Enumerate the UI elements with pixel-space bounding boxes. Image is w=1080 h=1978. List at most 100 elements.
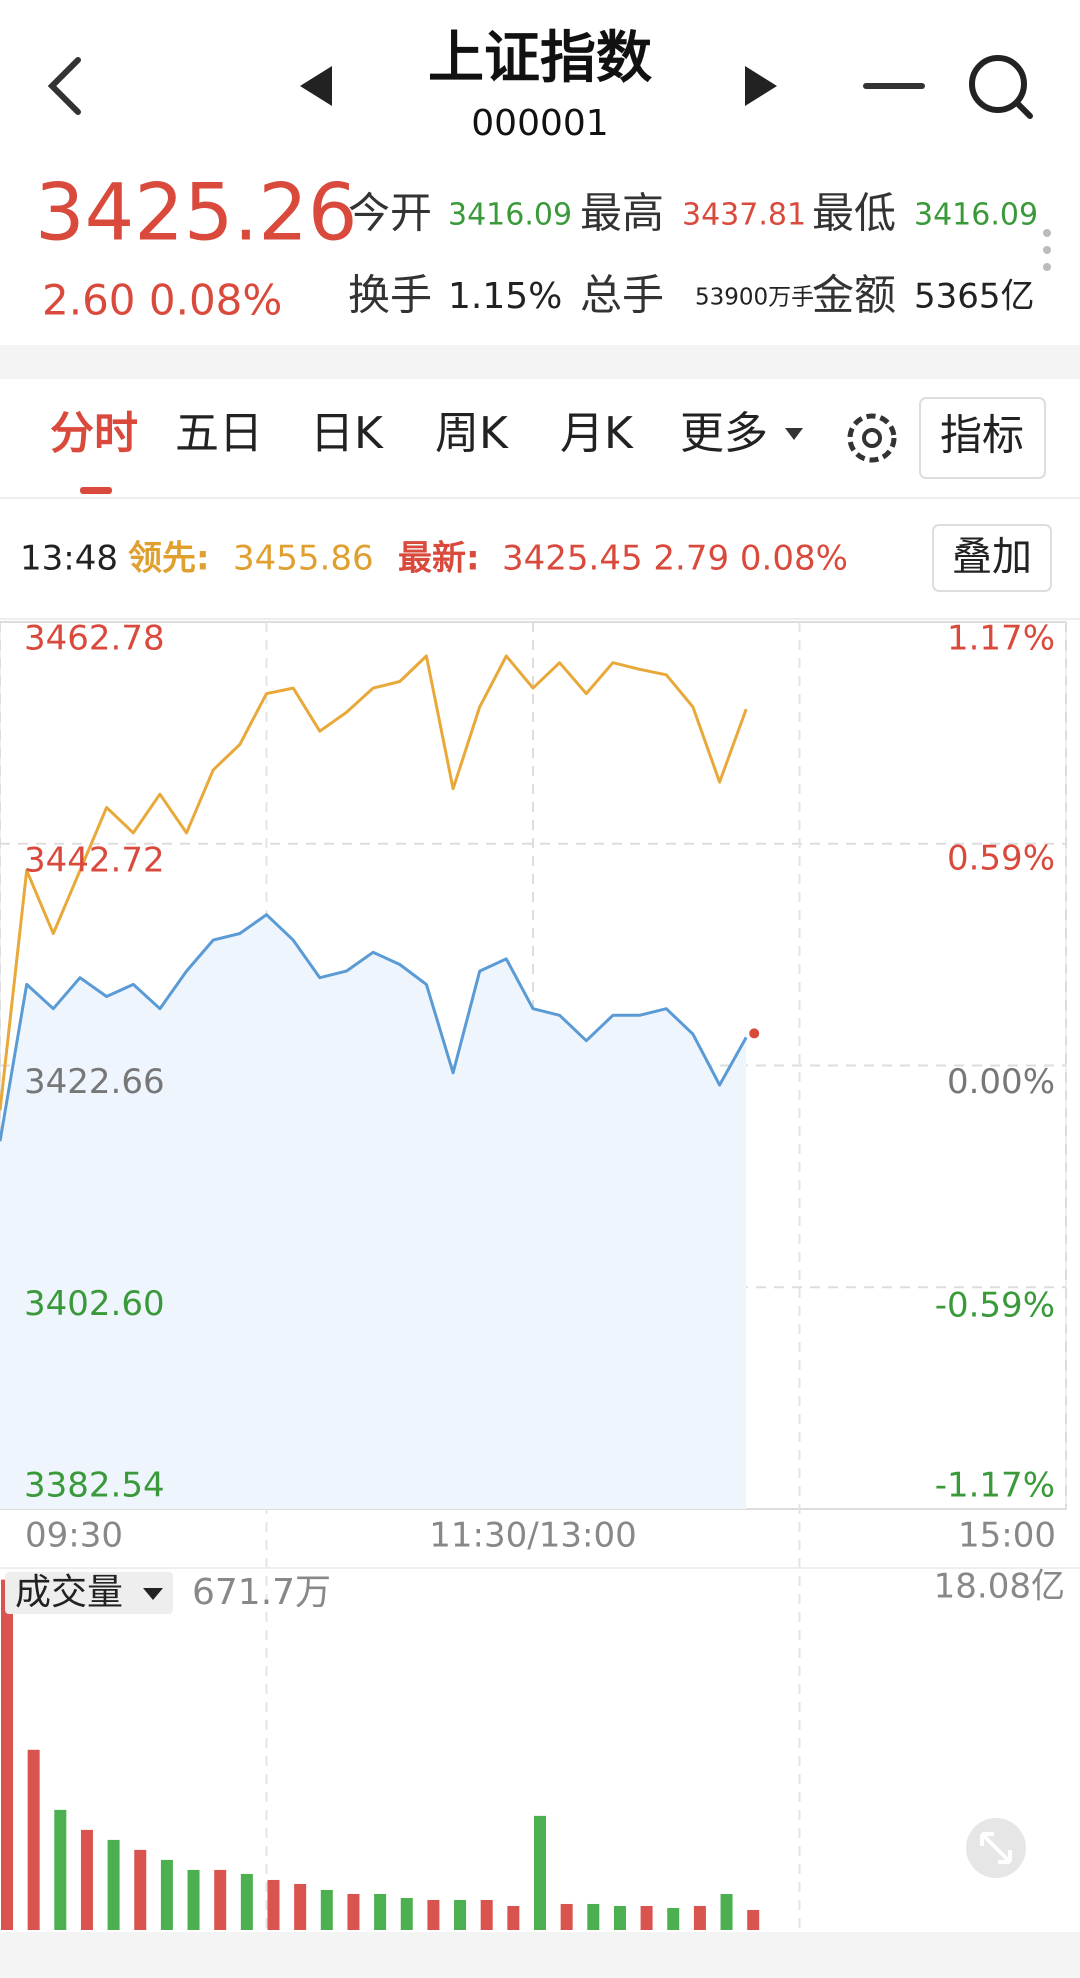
gear (862, 428, 882, 448)
more-button[interactable] (1043, 229, 1051, 271)
volume-title: 成交量 (15, 1572, 123, 1613)
volume-bar (214, 1869, 227, 1930)
volume-current: 671.7万 (192, 1572, 331, 1613)
stat-value: 3437.81 (682, 198, 806, 233)
stat-value: 3416.09 (448, 198, 572, 233)
next-button[interactable] (745, 66, 777, 106)
stat-label: 金额 (812, 271, 896, 320)
volume-bar (454, 1899, 467, 1930)
volume-bar (54, 1809, 67, 1930)
dot (1043, 229, 1051, 237)
volume-bar (27, 1749, 40, 1930)
line (0, 654, 748, 1111)
volume-bar (480, 1899, 493, 1930)
y2-tick-label: -0.59% (935, 1286, 1055, 1326)
last-point (749, 1028, 760, 1039)
settings-button[interactable] (847, 413, 897, 463)
volume-bar (1, 1579, 13, 1930)
area (0, 914, 747, 1509)
code: 000001 (471, 103, 608, 144)
volume-bar (560, 1903, 573, 1930)
search-button[interactable] (969, 55, 1033, 119)
dot (1043, 263, 1051, 271)
x-tick-label: 09:30 (25, 1516, 123, 1556)
stat-label: 总手 (580, 271, 664, 320)
volume-bar (160, 1859, 173, 1930)
stat-label: 今开 (348, 189, 432, 238)
volume-bar (667, 1907, 680, 1930)
y-tick-label: 3442.72 (24, 840, 165, 880)
stat-label: 换手 (348, 271, 432, 320)
prev-button[interactable] (300, 66, 332, 106)
volume-bar (374, 1893, 387, 1930)
stat-label: 最低 (812, 189, 896, 238)
y2-tick-label: 1.17% (947, 619, 1055, 659)
lead-label: 领先: (128, 539, 210, 579)
expand-icon (980, 1832, 1012, 1864)
volume-bar (294, 1883, 307, 1930)
x-tick-label: 11:30/13:00 (429, 1516, 636, 1556)
back-button[interactable] (47, 57, 81, 115)
search-icon (1014, 100, 1033, 119)
y-tick-label: 3422.66 (24, 1062, 165, 1102)
volume-bar (747, 1909, 760, 1930)
lead-value: 3455.86 (233, 539, 374, 579)
title: 上证指数 (428, 26, 652, 91)
price-change: 2.60 0.08% (42, 276, 282, 325)
tab[interactable]: 五日 (175, 408, 263, 459)
x-tick-label: 15:00 (958, 1516, 1056, 1556)
stat-value: 5365亿 (914, 277, 1035, 317)
info-time: 13:48 (20, 539, 118, 579)
volume-bar (320, 1889, 333, 1930)
y-tick-label: 3402.60 (24, 1284, 165, 1324)
volume-bar (587, 1903, 600, 1930)
y-tick-label: 18.08亿 (934, 1567, 1065, 1607)
indicator-label: 指标 (940, 411, 1024, 460)
search-icon (969, 55, 1027, 113)
volume-bar (80, 1829, 93, 1930)
volume-selector[interactable] (5, 1572, 173, 1614)
tab[interactable]: 分时 (50, 408, 138, 459)
volume-bar (534, 1815, 546, 1930)
volume-bar (267, 1879, 280, 1930)
volume-bar (107, 1839, 120, 1930)
overlay-button[interactable] (932, 524, 1052, 592)
overlay-label: 叠加 (952, 534, 1032, 580)
gear (847, 413, 897, 463)
volume-bar (427, 1899, 440, 1930)
volume-bar (640, 1905, 653, 1930)
tab[interactable]: 更多 (680, 408, 768, 459)
latest-label: 最新: (398, 539, 480, 579)
volume-bar (347, 1893, 360, 1930)
volume-bar (400, 1897, 413, 1930)
stat-value: 3416.09 (914, 198, 1038, 233)
latest-value: 3425.45 2.79 0.08% (502, 539, 848, 579)
tab[interactable]: 周K (435, 408, 509, 459)
volume-bar (720, 1893, 733, 1930)
y-tick-label: 3382.54 (24, 1466, 165, 1506)
volume-bar (240, 1873, 253, 1930)
tab[interactable]: 月K (560, 408, 634, 459)
volume-bar (613, 1905, 626, 1930)
price: 3425.26 (35, 168, 358, 258)
footer (0, 1932, 1080, 1978)
expand-button[interactable] (966, 1818, 1026, 1878)
y-tick-label: 3462.78 (24, 619, 165, 659)
volume-bar (693, 1905, 706, 1930)
volume-bar (134, 1849, 147, 1930)
stat-value: 53900万手 (695, 285, 814, 311)
more-arrow (785, 428, 803, 440)
y2-tick-label: 0.59% (947, 838, 1055, 878)
stat-value: 1.15% (448, 276, 562, 317)
y2-tick-label: -1.17% (935, 1466, 1055, 1506)
line (0, 913, 748, 1142)
tab[interactable]: 日K (310, 408, 384, 459)
y2-tick-label: 0.00% (947, 1062, 1055, 1102)
volume-bar (507, 1905, 520, 1930)
stat-label: 最高 (580, 189, 664, 238)
volume-bar (187, 1869, 200, 1930)
indicator-button[interactable] (919, 397, 1046, 479)
